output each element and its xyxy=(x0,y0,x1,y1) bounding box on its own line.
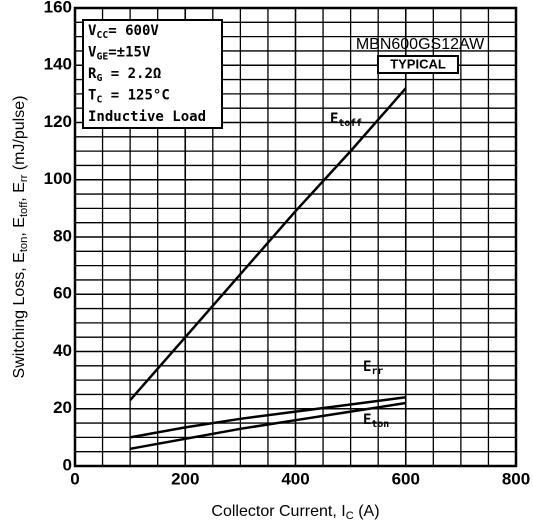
x-tick-label: 200 xyxy=(171,469,199,488)
subscript: C xyxy=(96,95,102,106)
x-tick-label: 400 xyxy=(281,469,309,488)
grid xyxy=(74,7,517,467)
y-tick-label: 80 xyxy=(53,226,72,245)
series-label: Err xyxy=(363,359,383,377)
series-label: Eton xyxy=(363,412,389,430)
y-axis-label: Switching Loss, Et​on​, Et​off​, Err​ (m… xyxy=(11,96,30,379)
text-part: =±15V xyxy=(108,45,151,61)
subscript: off xyxy=(18,201,30,214)
condition: TC​ = 125°C xyxy=(88,88,170,106)
x-axis-label: Collector Current, IC​ (A) xyxy=(211,503,379,522)
subscript: CC xyxy=(96,30,108,41)
y-tick-label: 60 xyxy=(53,284,72,303)
badge: TYPICAL xyxy=(390,56,446,71)
text-part: T xyxy=(88,88,96,104)
series-label: Etoff xyxy=(330,111,362,129)
subscript: GE xyxy=(96,52,108,63)
text-part: V xyxy=(88,23,97,39)
series-line xyxy=(129,401,406,451)
subscript: ton xyxy=(371,419,389,430)
x-tick-label: 800 xyxy=(502,469,530,488)
y-tick-label: 160 xyxy=(44,0,72,16)
text-part: E xyxy=(330,111,338,127)
text-part: Collector Current, I xyxy=(211,503,345,520)
text-part: = 600V xyxy=(108,23,159,39)
condition: VCC​= 600V xyxy=(88,23,159,41)
y-tick-label: 120 xyxy=(44,112,72,131)
conditions-box xyxy=(82,19,223,129)
y-tick-label: 140 xyxy=(44,55,72,74)
subscript: rr xyxy=(18,174,30,182)
text-part: , E xyxy=(11,217,28,237)
subscript: on xyxy=(18,237,30,249)
subscript: rr xyxy=(371,366,383,377)
text-part: (A) xyxy=(354,503,380,520)
y-tick-label: 100 xyxy=(44,169,72,188)
text-part: Inductive Load xyxy=(88,109,206,125)
text-part: R xyxy=(88,66,97,82)
text-part: E xyxy=(363,412,371,428)
y-tick-label: 40 xyxy=(53,341,72,360)
text-part: = 125°C xyxy=(102,88,169,104)
part-number: MBN600GS12AW xyxy=(356,36,485,53)
text-part: E xyxy=(363,359,371,375)
text-part: (mJ/pulse) xyxy=(11,96,28,175)
condition: VGE​=±15V xyxy=(88,45,151,63)
series-line xyxy=(129,396,406,439)
subscript: toff xyxy=(338,118,362,129)
badge-box xyxy=(377,55,459,74)
text-part: V xyxy=(88,45,97,61)
plot-frame xyxy=(73,6,518,468)
series-line xyxy=(129,87,407,402)
text-part: Switching Loss, E xyxy=(11,252,28,378)
x-tick-label: 600 xyxy=(392,469,420,488)
condition: Inductive Load xyxy=(88,109,206,125)
y-tick-label: 20 xyxy=(53,398,72,417)
subscript: G xyxy=(96,73,102,84)
subscript: C xyxy=(346,510,354,522)
text-part: , E xyxy=(11,182,28,202)
condition: RG​ = 2.2Ω xyxy=(88,66,161,84)
x-tick-label: 0 xyxy=(70,469,79,488)
subscript: t xyxy=(18,213,30,217)
subscript: t xyxy=(18,248,30,252)
text-part: = 2.2Ω xyxy=(102,66,161,82)
y-tick-label: 0 xyxy=(63,455,72,474)
